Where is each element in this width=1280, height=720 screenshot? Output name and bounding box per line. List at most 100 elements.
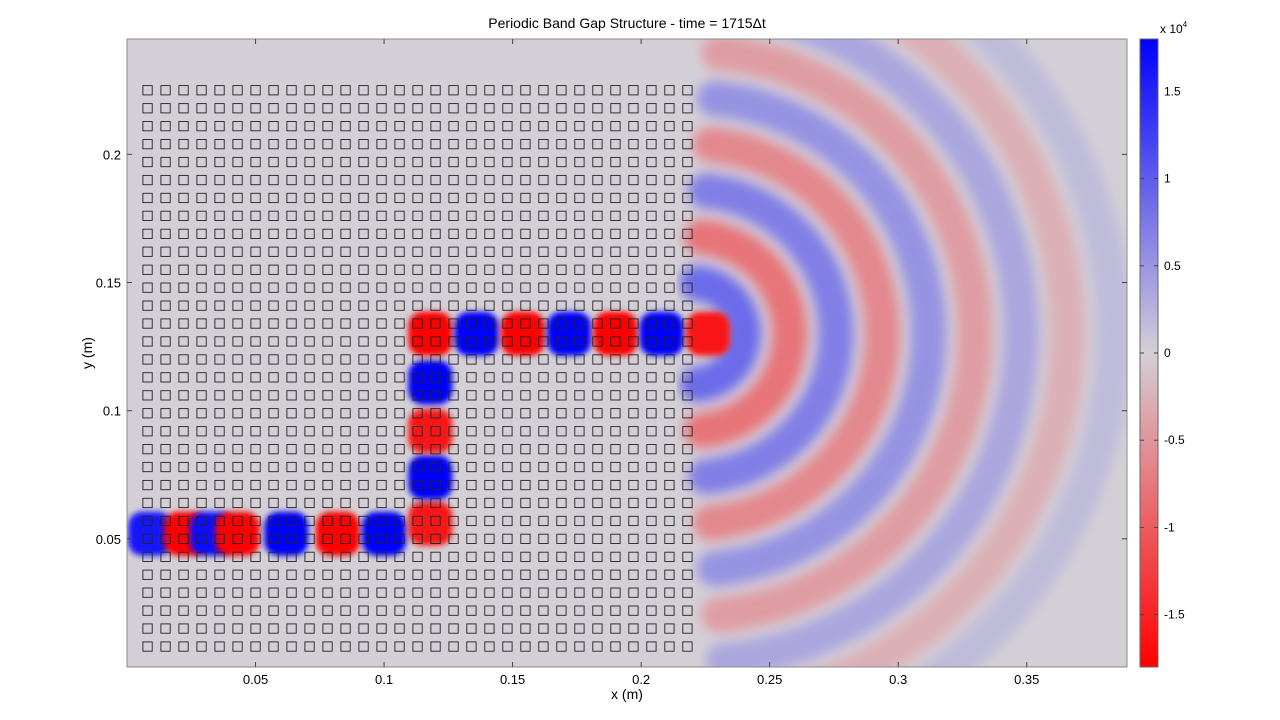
lattice-rod (466, 354, 477, 365)
lattice-rod (592, 569, 603, 580)
lattice-rod (214, 390, 225, 401)
lattice-rod (268, 479, 279, 491)
lattice-rod (178, 605, 189, 616)
lattice-rod (628, 264, 639, 275)
lattice-rod (178, 444, 189, 455)
lattice-rod (322, 551, 333, 562)
lattice-rod (376, 139, 387, 150)
lattice-rod (466, 246, 477, 257)
lattice-rod (394, 551, 405, 562)
lattice-rod (394, 282, 405, 293)
lattice-rod (520, 461, 531, 473)
lattice-rod (592, 641, 603, 652)
lattice-rod (232, 641, 243, 652)
lattice-rod (538, 174, 549, 186)
lattice-rod (610, 641, 621, 652)
lattice-rod (178, 551, 189, 562)
lattice-rod (448, 641, 459, 652)
lattice-rod (556, 605, 567, 616)
lattice-rod (628, 210, 639, 221)
lattice-rod (538, 246, 549, 257)
lattice-rod (556, 551, 567, 562)
lattice-rod (574, 372, 585, 383)
lattice-rod (538, 444, 549, 455)
lattice-rod (322, 587, 333, 598)
lattice-rod (628, 139, 639, 150)
lattice-rod (610, 390, 621, 401)
lattice-rod (592, 121, 603, 132)
lattice-rod (520, 372, 531, 383)
lattice-rod (646, 515, 657, 527)
lattice-rod (502, 515, 513, 527)
lattice-rod (502, 264, 513, 275)
lattice-rod (520, 85, 531, 96)
lattice-rod (268, 390, 279, 401)
lattice-rod (286, 408, 297, 419)
lattice-rod (448, 210, 459, 221)
lattice-rod (466, 156, 477, 168)
lattice-rod (268, 354, 279, 365)
lattice-rod (520, 210, 531, 221)
lattice-rod (412, 408, 423, 419)
lattice-rod (502, 300, 513, 311)
lattice-rod (484, 587, 495, 598)
lattice-rod (664, 336, 675, 347)
lattice-rod (538, 569, 549, 580)
lattice-rod (484, 354, 495, 365)
lattice-rod (574, 641, 585, 652)
lattice-rod (358, 103, 369, 114)
lattice-rod (250, 641, 261, 652)
lattice-rod (286, 569, 297, 580)
lattice-rod (376, 372, 387, 383)
lattice-rod (430, 139, 441, 150)
lattice-rod (664, 210, 675, 221)
lattice-rod (682, 318, 693, 329)
lattice-rod (304, 103, 315, 114)
lattice-rod (430, 426, 441, 437)
lattice-rod (178, 139, 189, 150)
lattice-rod (286, 426, 297, 437)
lattice-rod (322, 174, 333, 186)
lattice-rod (664, 408, 675, 419)
lattice-rod (250, 605, 261, 616)
lattice-rod (394, 354, 405, 365)
lattice-rod (304, 264, 315, 275)
lattice-rod (484, 121, 495, 132)
lattice-rod (520, 139, 531, 150)
lattice-rod (538, 354, 549, 365)
lattice-rod (592, 605, 603, 616)
lattice-rod (574, 569, 585, 580)
lattice-rod (574, 515, 585, 527)
lattice-rod (484, 228, 495, 239)
lattice-rod (538, 85, 549, 96)
lattice-rod (358, 354, 369, 365)
lattice-rod (232, 246, 243, 257)
lattice-rod (160, 497, 171, 509)
lattice-rod (610, 300, 621, 311)
lattice-rod (448, 390, 459, 401)
lattice-rod (502, 156, 513, 168)
lattice-rod (538, 300, 549, 311)
lattice-rod (322, 300, 333, 311)
lattice-rod (178, 85, 189, 96)
lattice-rod (196, 533, 207, 544)
lattice-rod (466, 372, 477, 383)
lattice-rod (484, 139, 495, 150)
field-lobe (639, 311, 684, 356)
lattice-rod (142, 192, 153, 204)
lattice-rod (610, 210, 621, 221)
lattice-rod (484, 461, 495, 473)
lattice-rod (304, 479, 315, 491)
y-tick-label: 0.05 (96, 532, 121, 547)
lattice-rod (556, 156, 567, 168)
lattice-rod (394, 497, 405, 509)
lattice-rod (610, 354, 621, 365)
plot-frame (126, 38, 1128, 668)
lattice-rod (484, 569, 495, 580)
lattice-rod (142, 121, 153, 132)
lattice-rod (430, 264, 441, 275)
lattice-rod (376, 569, 387, 580)
lattice-rod (196, 139, 207, 150)
lattice-rod (448, 426, 459, 437)
lattice-rod (412, 551, 423, 562)
